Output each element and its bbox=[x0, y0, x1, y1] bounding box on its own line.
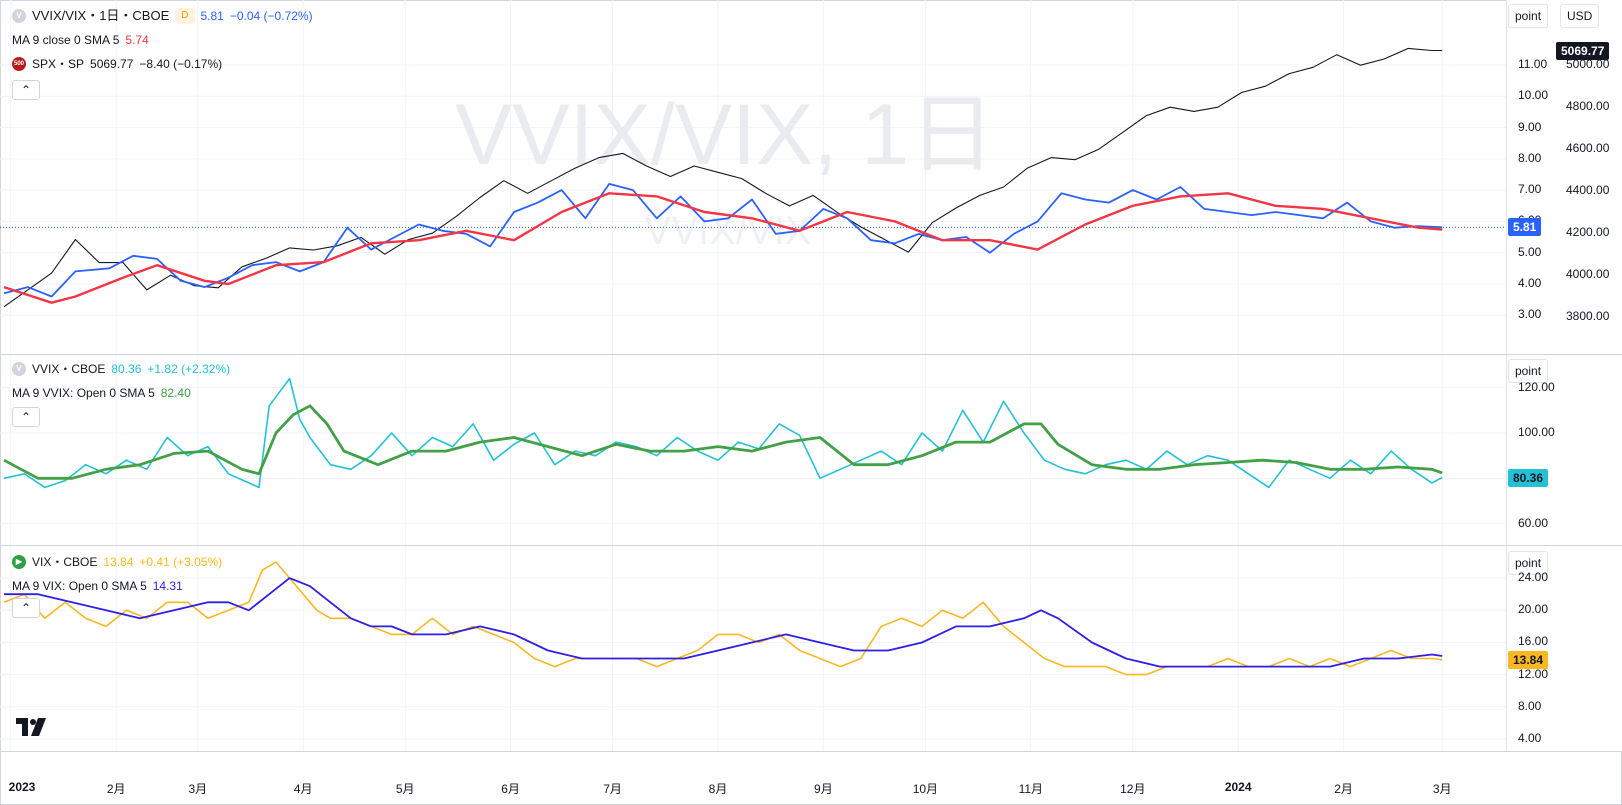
overlay-tick-label: 4200.00 bbox=[1566, 225, 1610, 240]
vvix-chart-svg bbox=[0, 355, 1506, 545]
spx-label[interactable]: SPX・SP bbox=[32, 57, 85, 71]
y-tick-label: 4.00 bbox=[1518, 730, 1542, 745]
vvix-ma-value: 82.40 bbox=[160, 386, 191, 400]
x-tick-label: 3月 bbox=[188, 782, 208, 796]
pane-separator[interactable] bbox=[0, 545, 1621, 546]
y-tick-label: 20.00 bbox=[1518, 602, 1549, 617]
vvix-logo-icon: V bbox=[12, 362, 26, 376]
overlay-tick-label: 4600.00 bbox=[1566, 141, 1610, 156]
vvix-last-value-label: 80.36 bbox=[1508, 468, 1549, 487]
main-ma-value: 5.74 bbox=[125, 33, 149, 47]
vvix-vix-line[interactable] bbox=[3, 182, 1443, 298]
x-tick-label: 9月 bbox=[814, 782, 833, 796]
spx-line[interactable] bbox=[3, 47, 1443, 308]
vix-last-value: 13.84 bbox=[103, 555, 134, 569]
spx-logo-icon: 500 bbox=[12, 57, 26, 71]
last-value-label: 5.81 bbox=[1508, 218, 1542, 237]
vix-collapse-button[interactable]: ⌃ bbox=[12, 598, 40, 618]
y-tick-label: 4.00 bbox=[1518, 275, 1542, 290]
overlay-tick-label: 4400.00 bbox=[1566, 183, 1610, 198]
vix-price-axis[interactable] bbox=[1506, 546, 1622, 751]
y-tick-label: 24.00 bbox=[1518, 570, 1549, 585]
vix-ma-line[interactable] bbox=[4, 577, 1443, 668]
main-symbol-title[interactable]: VVIX/VIX・1日・CBOE bbox=[32, 8, 170, 23]
spx-change: −8.40 (−0.17%) bbox=[139, 57, 223, 71]
main-unit-button[interactable]: point bbox=[1508, 4, 1549, 28]
vvix-ma-line[interactable] bbox=[3, 404, 1443, 480]
y-tick-label: 120.00 bbox=[1518, 379, 1555, 394]
overlay-tick-label: 4000.00 bbox=[1566, 267, 1610, 282]
x-tick-label: 2024 bbox=[1224, 780, 1252, 794]
x-tick-label: 7月 bbox=[603, 782, 622, 796]
tradingview-logo-icon[interactable] bbox=[16, 718, 46, 736]
x-tick-label: 12月 bbox=[1120, 782, 1146, 796]
pane-separator[interactable] bbox=[0, 354, 1621, 355]
x-tick-label: 5月 bbox=[395, 782, 415, 796]
main-change: −0.04 (−0.72%) bbox=[229, 9, 313, 23]
y-tick-label: 11.00 bbox=[1518, 57, 1548, 72]
vvix-unit-button[interactable]: point bbox=[1508, 359, 1549, 383]
watermark-text: VVIX/VIX, 1日 bbox=[455, 87, 995, 183]
y-tick-label: 60.00 bbox=[1518, 515, 1549, 530]
vvix-collapse-button[interactable]: ⌃ bbox=[12, 407, 40, 427]
y-tick-label: 8.00 bbox=[1518, 150, 1542, 165]
y-tick-label: 12.00 bbox=[1518, 666, 1549, 681]
main-pane[interactable]: VVIX/VIX, 1日 VVIX/VIX V VVIX/VIX・1日・CBOE … bbox=[0, 0, 1506, 354]
vvix-price-axis[interactable] bbox=[1506, 355, 1622, 545]
y-tick-label: 7.00 bbox=[1518, 182, 1542, 197]
x-tick-label: 2月 bbox=[106, 782, 126, 796]
vix-play-icon: ▶ bbox=[12, 555, 26, 569]
spx-last-value-label: 5069.77 bbox=[1556, 41, 1610, 60]
x-tick-label: 6月 bbox=[501, 782, 520, 796]
vix-legend: ▶ VIX・CBOE 13.84 +0.41 (+3.05%) MA 9 VIX… bbox=[12, 550, 222, 598]
y-tick-label: 8.00 bbox=[1518, 698, 1542, 713]
timeframe-badge[interactable]: D bbox=[175, 8, 195, 24]
vvix-symbol[interactable]: VVIX・CBOE bbox=[32, 362, 106, 376]
overlay-tick-label: 3800.00 bbox=[1566, 309, 1610, 324]
vix-ma-value: 14.31 bbox=[152, 579, 183, 593]
overlay-tick-label: 5000.00 bbox=[1566, 57, 1610, 72]
vix-change: +0.41 (+3.05%) bbox=[139, 555, 223, 569]
vix-ma-label[interactable]: MA 9 VIX: Open 0 SMA 5 bbox=[12, 579, 147, 593]
main-ma-label[interactable]: MA 9 close 0 SMA 5 bbox=[12, 33, 120, 47]
vvix-legend: V VVIX・CBOE 80.36 +1.82 (+2.32%) MA 9 VV… bbox=[12, 357, 230, 405]
spx-value: 5069.77 bbox=[90, 57, 134, 71]
main-legend: V VVIX/VIX・1日・CBOE D 5.81 −0.04 (−0.72%)… bbox=[12, 4, 313, 76]
vix-symbol[interactable]: VIX・CBOE bbox=[32, 555, 98, 569]
symbol-logo-icon: V bbox=[12, 9, 26, 23]
y-tick-label: 5.00 bbox=[1518, 244, 1542, 259]
x-tick-label: 8月 bbox=[708, 782, 728, 796]
ma-line[interactable] bbox=[3, 192, 1443, 304]
y-tick-label: 9.00 bbox=[1518, 119, 1542, 134]
y-tick-label: 10.00 bbox=[1518, 88, 1549, 103]
x-tick-label: 10月 bbox=[912, 782, 939, 796]
vix-last-value-label: 13.84 bbox=[1508, 650, 1549, 669]
collapse-legend-button[interactable]: ⌃ bbox=[12, 80, 40, 100]
vix-pane[interactable]: ▶ VIX・CBOE 13.84 +0.41 (+3.05%) MA 9 VIX… bbox=[0, 546, 1506, 751]
y-tick-label: 100.00 bbox=[1518, 425, 1555, 439]
y-tick-label: 3.00 bbox=[1518, 307, 1542, 322]
vvix-change: +1.82 (+2.32%) bbox=[147, 362, 231, 376]
vix-unit-button[interactable]: point bbox=[1508, 551, 1549, 575]
currency-button[interactable]: USD bbox=[1560, 4, 1600, 28]
overlay-tick-label: 4800.00 bbox=[1566, 99, 1610, 114]
vvix-pane[interactable]: V VVIX・CBOE 80.36 +1.82 (+2.32%) MA 9 VV… bbox=[0, 355, 1506, 545]
time-axis-separator bbox=[0, 751, 1621, 752]
vvix-ma-label[interactable]: MA 9 VVIX: Open 0 SMA 5 bbox=[12, 386, 155, 400]
main-last-value: 5.81 bbox=[200, 9, 224, 23]
y-tick-label: 16.00 bbox=[1518, 634, 1549, 649]
vvix-last-value: 80.36 bbox=[111, 362, 142, 376]
vix-chart-svg bbox=[0, 546, 1506, 751]
x-tick-label: 2月 bbox=[1334, 782, 1353, 796]
x-tick-label: 4月 bbox=[293, 782, 313, 796]
x-tick-label: 2023 bbox=[8, 780, 36, 794]
x-tick-label: 3月 bbox=[1432, 782, 1452, 796]
x-tick-label: 11月 bbox=[1018, 782, 1044, 796]
vvix-line[interactable] bbox=[3, 377, 1443, 489]
